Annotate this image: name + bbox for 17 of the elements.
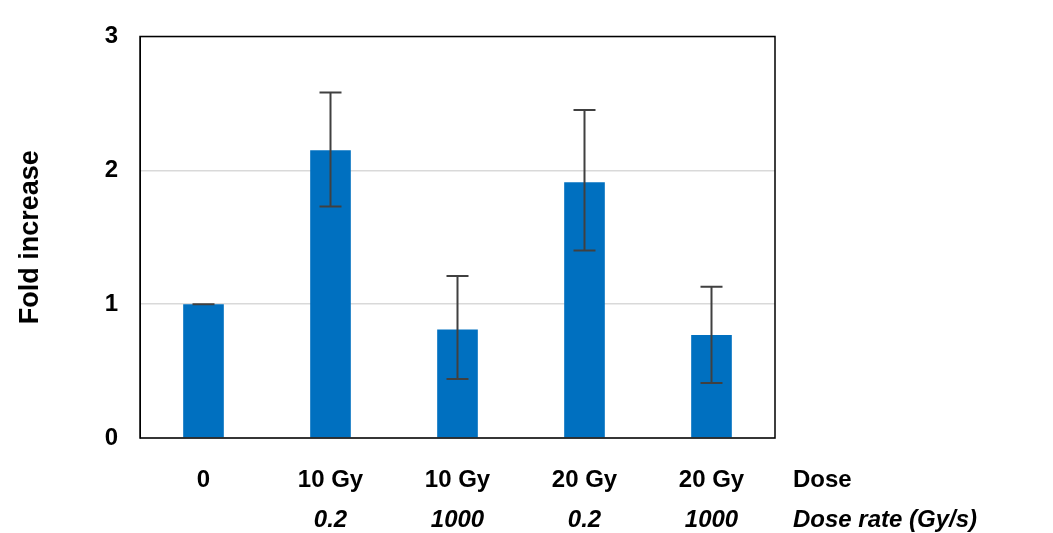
- y-tick-label: 2: [104, 154, 118, 182]
- text: Dose rate (Gy/s): [793, 504, 978, 532]
- y-axis-title: Fold increase: [13, 150, 44, 325]
- text: Dose: [793, 464, 852, 492]
- bar: [183, 304, 224, 438]
- bar: [564, 182, 605, 438]
- bar: [691, 334, 732, 438]
- bar: [310, 150, 351, 438]
- y-tick-label: 3: [104, 21, 118, 49]
- bar: [437, 329, 478, 438]
- y-tick-label: 1: [104, 288, 118, 316]
- y-tick-label: 0: [104, 422, 118, 450]
- x-tick-label: 0: [196, 464, 211, 492]
- x-tick-label: 10 Gy 1000: [424, 464, 491, 532]
- x-tick-label: 20 Gy 1000: [678, 464, 745, 532]
- x-tick-label: 10 Gy 0.2: [297, 464, 364, 532]
- x-tick-label: 20 Gy 0.2: [551, 464, 618, 532]
